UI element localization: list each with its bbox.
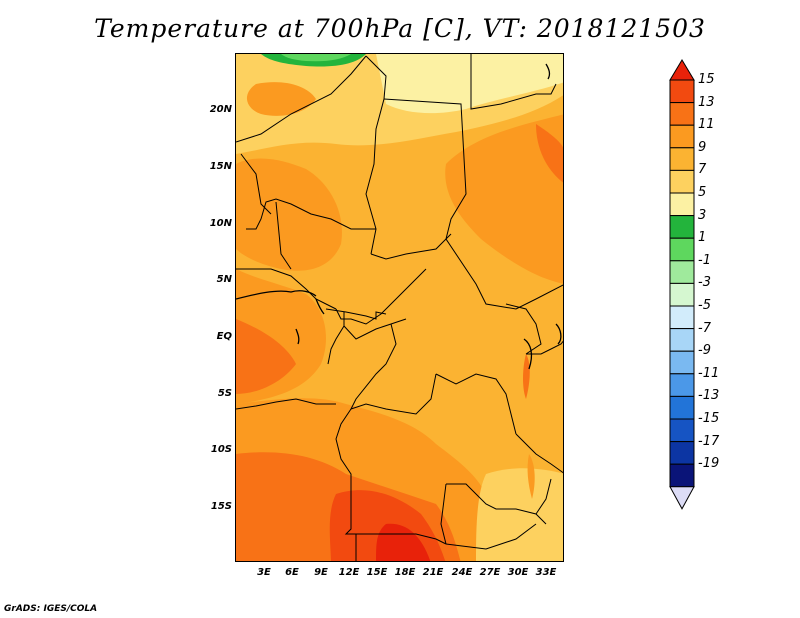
lat-label: 15N: [209, 161, 232, 172]
colorbar-label: -1: [698, 252, 711, 268]
colorbar-segment: [669, 237, 695, 262]
colorbar-segment: [669, 102, 695, 126]
colorbar-label: 9: [698, 139, 707, 155]
field-south-hottest: [376, 523, 431, 561]
colorbar-segment: [669, 282, 695, 307]
colorbar-label: -3: [698, 275, 711, 291]
field-se-pale: [476, 468, 563, 561]
field-north-pale: [376, 54, 563, 114]
colorbar-segment: [669, 79, 695, 104]
colorbar-segment: [669, 395, 695, 420]
coastlines: [236, 63, 562, 370]
map-canvas: [236, 54, 563, 561]
colorbar-label: -15: [698, 411, 720, 426]
country-borders: [236, 54, 563, 561]
colorbar-label: 3: [698, 207, 707, 223]
colorbar-segment: [669, 215, 695, 239]
colorbar-segment: [669, 350, 695, 375]
colorbar-top-arrow: [669, 59, 695, 81]
colorbar-label: 15: [698, 72, 715, 87]
lon-label: 15E: [366, 567, 388, 578]
colorbar-label: 13: [698, 94, 715, 110]
colorbar-label: -17: [698, 433, 720, 449]
colorbar-segment: [669, 441, 695, 465]
lat-label: 10S: [210, 444, 232, 455]
colorbar: [669, 59, 695, 510]
lon-label: 24E: [451, 567, 473, 578]
map-title: Temperature at 700hPa [C], VT: 201812150…: [94, 14, 706, 43]
lake-malawi: [527, 454, 535, 499]
colorbar-label: -7: [698, 320, 711, 336]
colorbar-label: -13: [698, 388, 720, 404]
lat-label: 5S: [217, 388, 232, 399]
colorbar-segment: [669, 169, 695, 194]
colorbar-segment: [669, 328, 695, 352]
field-ne-orange: [445, 114, 563, 284]
lat-label: 15S: [210, 501, 232, 512]
colorbar-label: 5: [698, 185, 707, 200]
colorbar-label: 11: [698, 117, 715, 133]
credit-text: GrADS: IGES/COLA: [4, 604, 98, 614]
colorbar-segment: [669, 260, 695, 284]
lon-label: 21E: [422, 567, 444, 578]
lat-label: 5N: [216, 274, 232, 285]
lon-label: 18E: [394, 567, 416, 578]
lon-label: 6E: [285, 567, 299, 578]
colorbar-label: 7: [698, 162, 707, 178]
colorbar-label: 1: [698, 230, 707, 246]
field-coast-dark: [236, 319, 296, 394]
field-nw-orange: [236, 158, 342, 271]
lat-label: 20N: [209, 104, 232, 115]
colorbar-segment: [669, 463, 695, 488]
colorbar-segment: [669, 373, 695, 397]
colorbar-segment: [669, 418, 695, 443]
lat-label: EQ: [216, 331, 232, 342]
lon-label: 9E: [314, 567, 328, 578]
field-green-light: [281, 54, 351, 62]
colorbar-label: -19: [698, 456, 720, 472]
colorbar-segment: [669, 124, 695, 149]
lon-label: 30E: [507, 567, 529, 578]
colorbar-segment: [669, 147, 695, 171]
lon-label: 12E: [338, 567, 360, 578]
lon-label: 33E: [535, 567, 557, 578]
field-n-orange: [246, 82, 316, 116]
lon-label: 27E: [479, 567, 501, 578]
lat-label: 10N: [209, 218, 232, 229]
colorbar-segment: [669, 192, 695, 217]
temperature-map: [235, 53, 564, 562]
colorbar-label: -11: [698, 365, 720, 381]
colorbar-segment: [669, 305, 695, 330]
colorbar-label: -9: [698, 343, 711, 359]
colorbar-label: -5: [698, 298, 711, 313]
lon-label: 3E: [257, 567, 271, 578]
field-ne-dark: [536, 124, 563, 183]
lake-tanganyika: [523, 354, 530, 399]
colorbar-bottom-arrow: [669, 486, 695, 510]
